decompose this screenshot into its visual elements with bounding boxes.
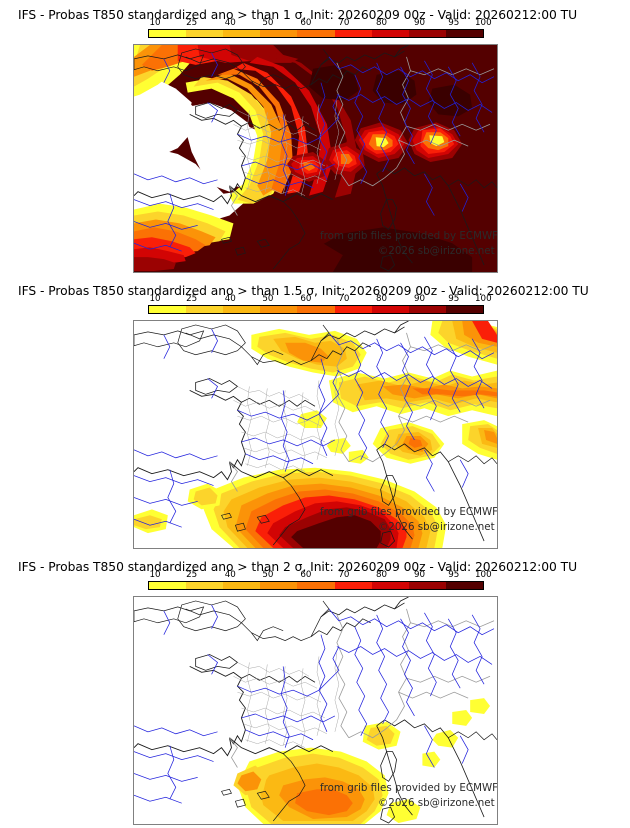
colorbar-tick: 100: [475, 570, 492, 580]
colorbar-swatch: [445, 30, 483, 37]
colorbar-gradient: [148, 29, 484, 38]
colorbar-swatch: [149, 30, 187, 37]
colorbar-tick: 95: [448, 570, 460, 580]
forecast-panel: IFS - Probas T850 standardized ano > tha…: [0, 276, 630, 552]
colorbar-tick: 95: [448, 294, 460, 304]
colorbar-tick: 10: [149, 570, 161, 580]
colorbar-tick: 70: [338, 294, 350, 304]
colorbar-swatch: [408, 582, 446, 589]
colorbar-tick: 25: [186, 18, 198, 28]
colorbar-swatch: [149, 306, 187, 313]
colorbar-tick: 90: [413, 570, 426, 580]
colorbar-swatch: [445, 582, 483, 589]
colorbar-swatch: [260, 582, 298, 589]
colorbar-swatch: [408, 306, 446, 313]
colorbar: 10 25 40 50 60 70 80 90 95 100: [148, 294, 492, 316]
colorbar-swatch: [260, 306, 298, 313]
colorbar-swatch: [334, 582, 372, 589]
map-canvas[interactable]: from grib files provided by ECMWF ©2026 …: [133, 596, 498, 825]
colorbar-swatch: [408, 30, 446, 37]
colorbar-tick: 25: [186, 294, 198, 304]
colorbar-swatch: [297, 30, 335, 37]
colorbar-tick: 80: [375, 570, 388, 580]
panel-title: IFS - Probas T850 standardized ano > tha…: [18, 8, 578, 22]
colorbar-tick: 90: [413, 18, 426, 28]
colorbar-tick: 60: [300, 570, 312, 580]
colorbar-tick: 60: [300, 294, 312, 304]
colorbar-tick: 50: [262, 570, 274, 580]
colorbar-swatch: [371, 306, 409, 313]
colorbar-tick: 100: [475, 294, 492, 304]
colorbar-tick: 40: [224, 570, 236, 580]
probability-field: [134, 597, 497, 824]
colorbar-tick: 90: [413, 294, 426, 304]
colorbar-swatch: [334, 30, 372, 37]
panel-title: IFS - Probas T850 standardized ano > tha…: [18, 560, 578, 574]
colorbar-gradient: [148, 305, 484, 314]
colorbar-swatch: [260, 30, 298, 37]
panel-title: IFS - Probas T850 standardized ano > tha…: [18, 284, 589, 298]
colorbar-swatch: [297, 582, 335, 589]
colorbar-gradient: [148, 581, 484, 590]
map-canvas[interactable]: from grib files provided by ECMWF ©2026 …: [133, 320, 498, 549]
colorbar-swatch: [223, 30, 261, 37]
colorbar-swatch: [223, 306, 261, 313]
colorbar-ticks: 10 25 40 50 60 70 80 90 95 100: [148, 18, 492, 29]
colorbar-swatch: [371, 582, 409, 589]
colorbar-swatch: [186, 306, 224, 313]
colorbar-swatch: [223, 582, 261, 589]
colorbar-ticks: 10 25 40 50 60 70 80 90 95 100: [148, 570, 492, 581]
colorbar: 10 25 40 50 60 70 80 90 95 100: [148, 18, 492, 40]
colorbar-tick: 50: [262, 18, 274, 28]
colorbar-tick: 25: [186, 570, 198, 580]
colorbar-tick: 10: [149, 18, 161, 28]
colorbar: 10 25 40 50 60 70 80 90 95 100: [148, 570, 492, 592]
colorbar-swatch: [371, 30, 409, 37]
colorbar-swatch: [149, 582, 187, 589]
colorbar-tick: 10: [149, 294, 161, 304]
forecast-panel: IFS - Probas T850 standardized ano > tha…: [0, 552, 630, 828]
colorbar-tick: 70: [338, 570, 350, 580]
colorbar-swatch: [186, 582, 224, 589]
colorbar-tick: 70: [338, 18, 350, 28]
forecast-panel: IFS - Probas T850 standardized ano > tha…: [0, 0, 630, 276]
colorbar-tick: 40: [224, 18, 236, 28]
colorbar-tick: 95: [448, 18, 460, 28]
colorbar-swatch: [297, 306, 335, 313]
colorbar-tick: 60: [300, 18, 312, 28]
colorbar-swatch: [334, 306, 372, 313]
colorbar-tick: 80: [375, 18, 388, 28]
colorbar-tick: 80: [375, 294, 388, 304]
colorbar-tick: 50: [262, 294, 274, 304]
probability-field: [134, 321, 497, 548]
colorbar-swatch: [445, 306, 483, 313]
probability-field: [134, 45, 497, 272]
map-canvas[interactable]: from grib files provided by ECMWF ©2026 …: [133, 44, 498, 273]
colorbar-ticks: 10 25 40 50 60 70 80 90 95 100: [148, 294, 492, 305]
colorbar-swatch: [186, 30, 224, 37]
colorbar-tick: 40: [224, 294, 236, 304]
colorbar-tick: 100: [475, 18, 492, 28]
